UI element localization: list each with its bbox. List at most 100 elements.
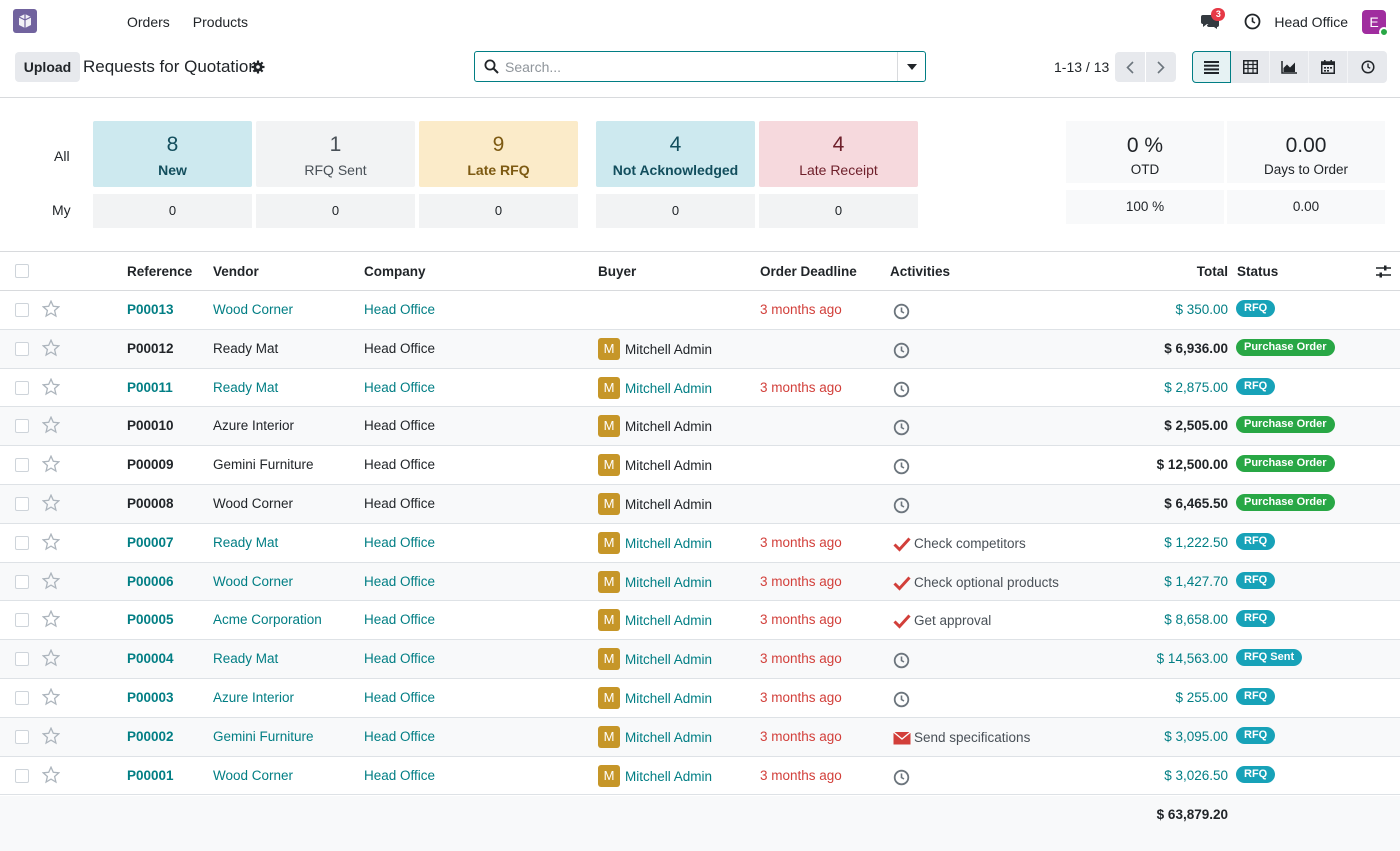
clock-icon[interactable] [893,303,910,320]
search-input[interactable] [505,56,895,78]
my-new-count[interactable]: 0 [93,194,252,228]
col-activities[interactable]: Activities [890,264,951,279]
buyer-avatar[interactable]: M [598,531,620,554]
row-checkbox[interactable] [15,496,29,511]
tile-rfq-sent[interactable]: 1 RFQ Sent [256,121,415,187]
buyer-avatar[interactable]: M [598,686,620,709]
table-row[interactable]: P00011 Ready Mat Head Office M Mitchell Admi… [0,369,1400,408]
tile-late-rfq[interactable]: 9 Late RFQ [419,121,578,187]
star-icon[interactable] [41,571,61,590]
my-late-receipt-count[interactable]: 0 [759,194,918,228]
row-checkbox[interactable] [15,574,29,589]
table-row[interactable]: P00003 Azure Interior Head Office M Mitchell… [0,679,1400,718]
search-options-toggle[interactable] [897,52,925,81]
clock-icon[interactable] [893,419,910,436]
pager-previous-button[interactable] [1115,52,1145,82]
upload-button[interactable]: Upload [15,52,80,82]
table-row[interactable]: P00012 Ready Mat Head Office M Mitchell Admi… [0,329,1400,369]
table-row[interactable]: P00002 Gemini Furniture Head Office M Mitche… [0,717,1400,757]
star-icon[interactable] [41,299,61,318]
menu-products[interactable]: Products [192,13,249,30]
graph-view-button[interactable] [1270,51,1309,83]
row-checkbox[interactable] [15,458,29,473]
table-row[interactable]: P00010 Azure Interior Head Office M Mitchell… [0,407,1400,447]
star-icon[interactable] [41,416,61,434]
buyer-avatar[interactable]: M [598,609,620,632]
row-checkbox[interactable] [15,613,29,628]
star-icon[interactable] [41,687,61,706]
buyer-avatar[interactable]: M [598,454,620,477]
purchase-app-icon[interactable] [13,9,37,33]
pivot-view-button[interactable] [1231,51,1270,83]
row-checkbox[interactable] [15,535,29,550]
pager-value[interactable]: 1-13 / 13 [1054,59,1110,75]
table-row[interactable]: P00006 Wood Corner Head Office M Mitchell Ad… [0,562,1400,602]
row-checkbox[interactable] [15,380,29,395]
gear-icon[interactable] [251,60,265,74]
table-row[interactable]: P00008 Wood Corner Head Office M Mitchell Ad… [0,484,1400,524]
col-total[interactable]: Total [1196,264,1228,279]
table-row[interactable]: P00013 Wood Corner Head Office 3 months ago… [0,291,1400,330]
star-icon[interactable] [41,765,61,784]
clock-icon[interactable] [893,342,910,359]
row-checkbox[interactable] [15,652,29,667]
row-checkbox[interactable] [15,768,29,783]
company-switcher[interactable]: Head Office [1274,13,1348,30]
table-row[interactable]: P00004 Ready Mat Head Office M Mitchell Admi… [0,640,1400,679]
star-icon[interactable] [41,609,61,628]
tile-late-receipt[interactable]: 4 Late Receipt [759,121,918,187]
star-icon[interactable] [41,532,61,551]
col-reference[interactable]: Reference [127,264,193,279]
buyer-avatar[interactable]: M [598,725,620,748]
messaging-button[interactable]: 3 [1199,7,1226,33]
col-buyer[interactable]: Buyer [598,264,637,279]
clock-icon[interactable] [893,652,910,669]
select-all-checkbox[interactable] [15,264,29,278]
my-not-acknowledged-count[interactable]: 0 [596,194,755,228]
buyer-avatar[interactable]: M [598,415,620,438]
buyer-avatar[interactable]: M [598,376,620,399]
col-vendor[interactable]: Vendor [213,264,259,279]
clock-icon[interactable] [893,381,910,398]
row-checkbox[interactable] [15,303,29,317]
star-icon[interactable] [41,648,61,667]
col-status[interactable]: Status [1237,264,1279,279]
envelope-icon[interactable] [893,730,911,746]
buyer-avatar[interactable]: M [598,648,620,671]
check-icon[interactable] [893,575,911,591]
star-icon[interactable] [41,493,61,512]
clock-icon[interactable] [893,691,910,708]
col-company[interactable]: Company [364,264,426,279]
calendar-view-button[interactable] [1309,51,1348,83]
clock-icon[interactable] [893,497,910,514]
user-avatar[interactable]: E [1362,9,1389,37]
activity-view-button[interactable] [1348,51,1387,83]
my-rfq-sent-count[interactable]: 0 [256,194,415,228]
buyer-avatar[interactable]: M [598,492,620,515]
check-icon[interactable] [893,613,911,630]
buyer-avatar[interactable]: M [598,764,620,787]
star-icon[interactable] [41,338,61,357]
row-checkbox[interactable] [15,419,29,434]
list-view-button[interactable] [1192,51,1231,83]
table-row[interactable]: P00009 Gemini Furniture Head Office M Mitche… [0,446,1400,485]
star-icon[interactable] [41,454,61,473]
pager-next-button[interactable] [1146,52,1176,82]
activity-clock-button[interactable] [1243,13,1261,31]
tile-not-acknowledged[interactable]: 4 Not Acknowledged [596,121,755,187]
star-icon[interactable] [41,726,61,745]
clock-icon[interactable] [893,769,910,786]
col-order-deadline[interactable]: Order Deadline [760,264,857,279]
optional-columns-icon[interactable] [1376,265,1391,278]
star-icon[interactable] [41,377,61,396]
row-checkbox[interactable] [15,690,29,705]
check-icon[interactable] [893,536,911,552]
row-checkbox[interactable] [15,729,29,744]
buyer-avatar[interactable]: M [598,337,620,360]
table-row[interactable]: P00007 Ready Mat Head Office M Mitchell Admi… [0,524,1400,563]
table-row[interactable]: P00001 Wood Corner Head Office M Mitchell Ad… [0,757,1400,796]
row-checkbox[interactable] [15,341,29,356]
tile-new[interactable]: 8 New [93,121,252,187]
menu-orders[interactable]: Orders [127,13,170,30]
table-row[interactable]: P00005 Acme Corporation Head Office M Mitche… [0,601,1400,641]
